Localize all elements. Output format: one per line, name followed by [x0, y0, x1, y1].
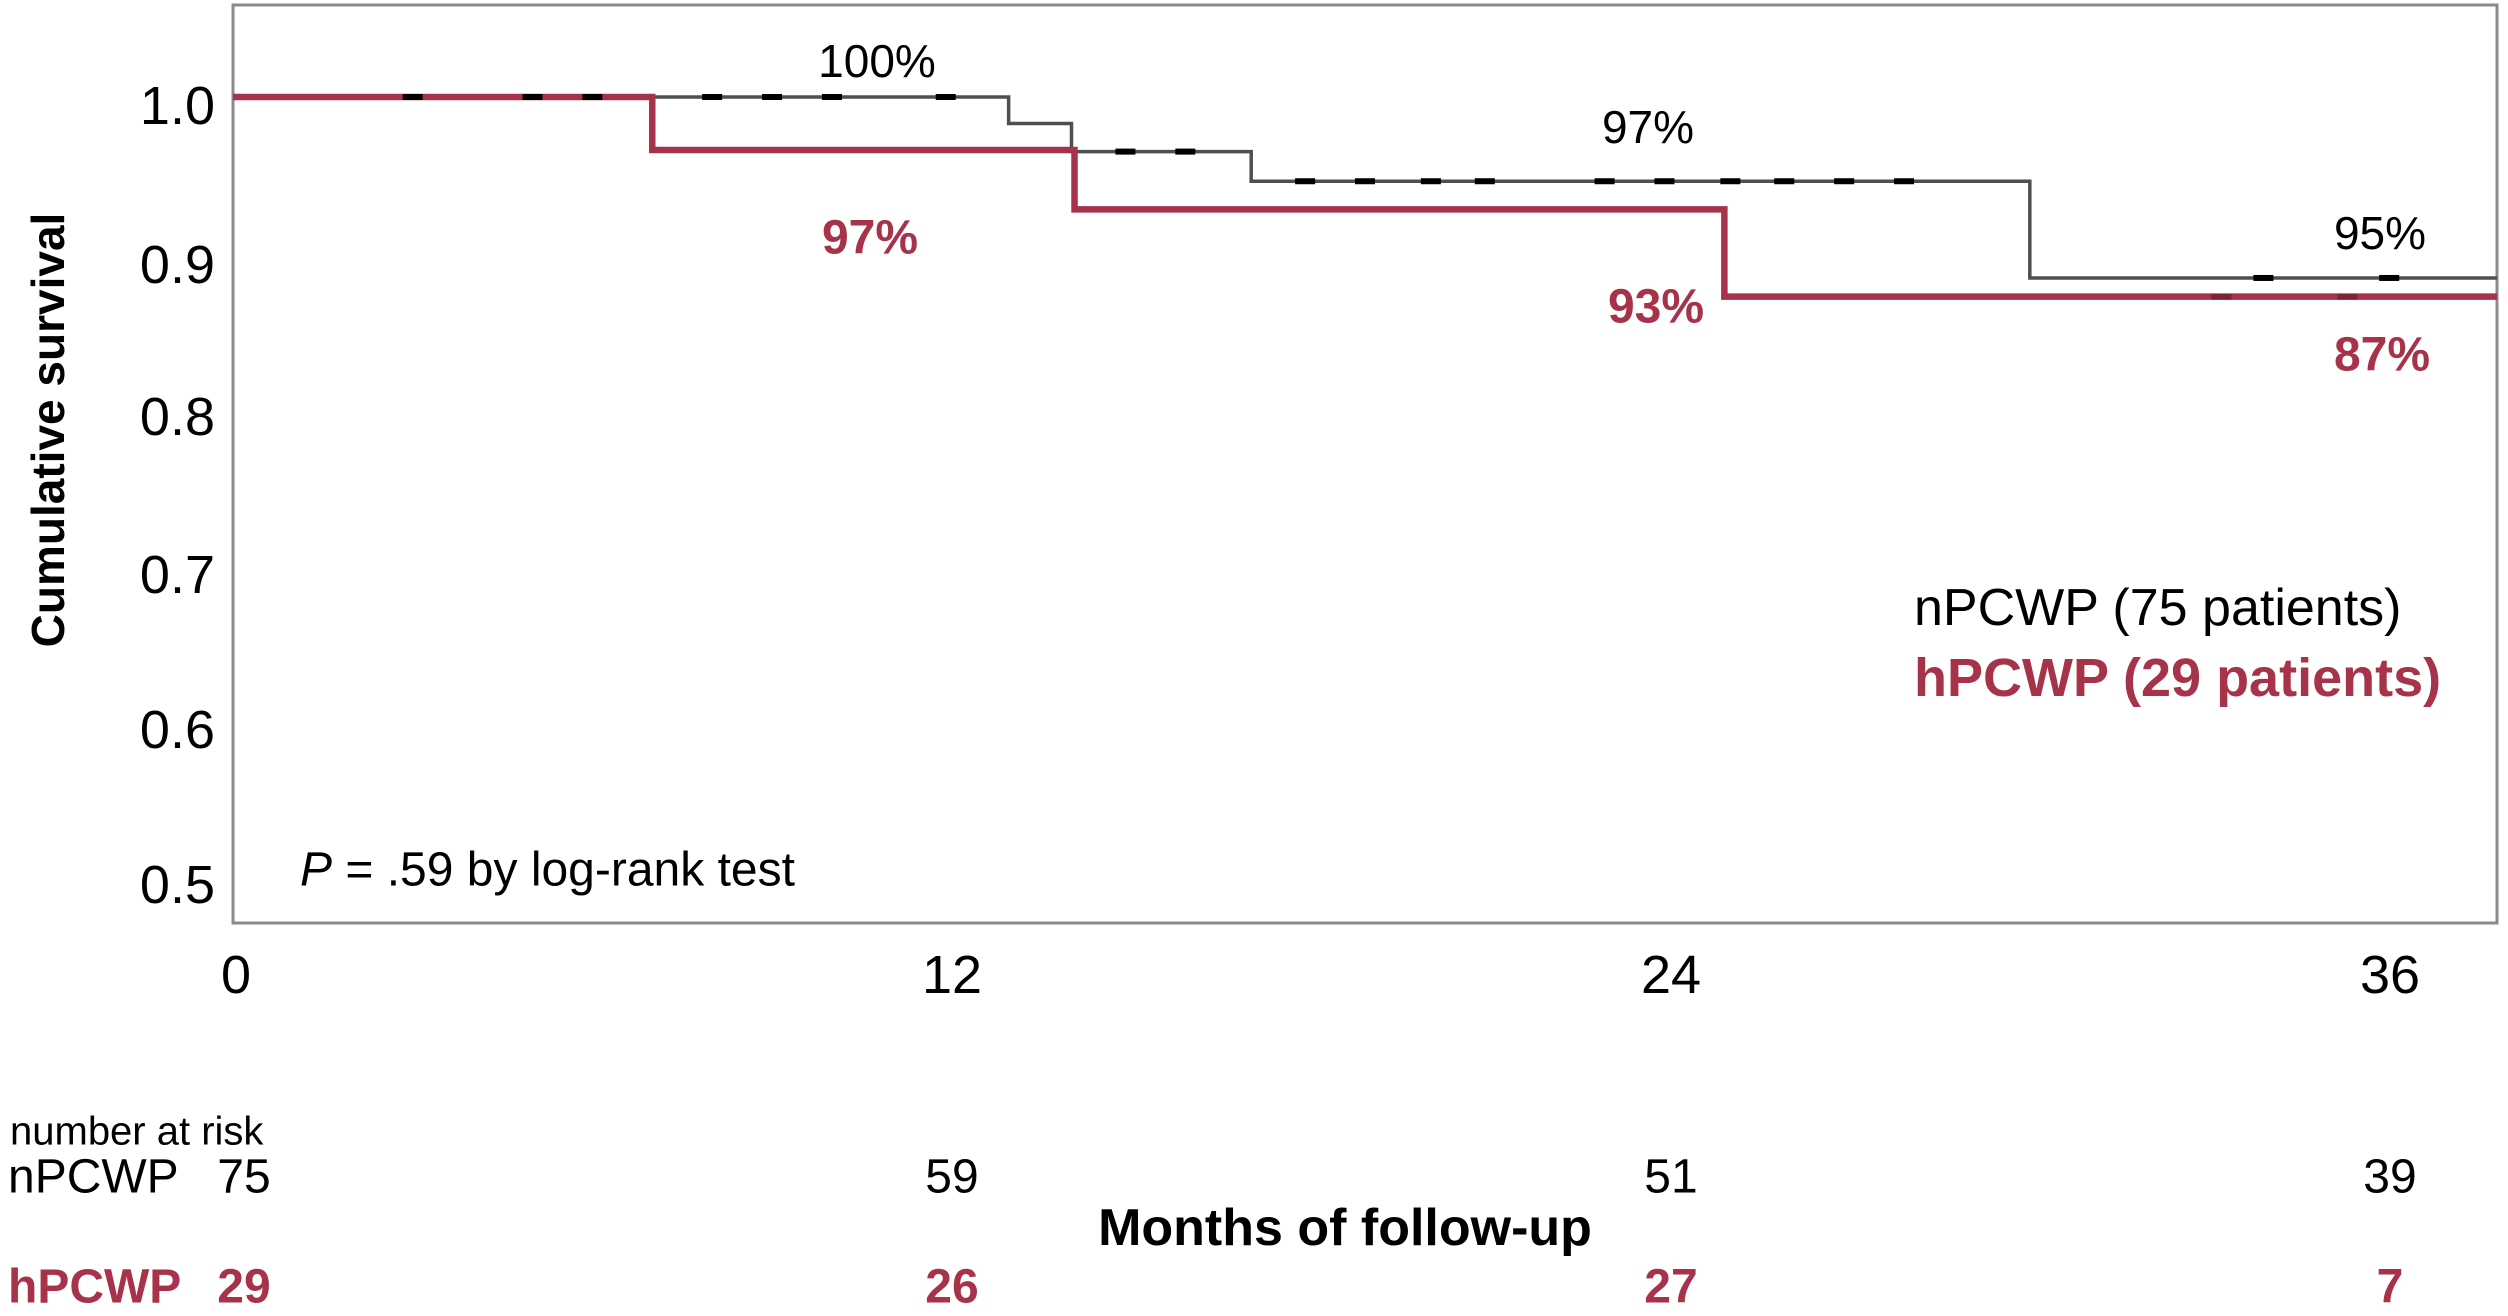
x-tick-36: 36 — [2359, 945, 2421, 1005]
y-tick-0.9: 0.9 — [139, 235, 215, 295]
p-symbol: P — [300, 843, 333, 897]
x-axis-title: Months of follow-up — [1098, 1199, 1592, 1257]
risk-count-npcwp-0: 75 — [217, 1150, 271, 1204]
legend-item-npcwp: nPCWP (75 patients) — [1914, 579, 2402, 637]
risk-count-hpcwp-0: 29 — [217, 1260, 271, 1314]
x-tick-0: 0 — [220, 945, 252, 1005]
y-tick-0.7: 0.7 — [139, 545, 215, 605]
censor-mark — [1175, 148, 1196, 155]
censor-mark — [1420, 178, 1441, 185]
censor-mark — [2211, 293, 2232, 300]
plot-frame — [231, 3, 2499, 925]
censor-mark — [1834, 178, 1855, 185]
censor-mark — [821, 94, 842, 100]
survival-curve-npcwp — [233, 95, 2497, 280]
censor-mark — [2337, 293, 2358, 300]
censor-mark — [1720, 178, 1741, 185]
annotation-hpcwp-12mo: 97% — [821, 211, 919, 265]
risk-count-npcwp-36: 39 — [2363, 1150, 2417, 1204]
p-value-text: = .59 by log-rank test — [332, 843, 795, 897]
log-rank-p-value: P = .59 by log-rank test — [300, 843, 795, 898]
censor-mark — [935, 94, 956, 100]
censor-mark — [2379, 274, 2400, 281]
risk-count-hpcwp-24: 27 — [1644, 1260, 1698, 1314]
censor-mark — [762, 94, 783, 100]
censor-mark — [582, 94, 603, 100]
censor-mark — [1295, 178, 1316, 185]
censor-mark — [402, 94, 423, 100]
annotation-hpcwp-24mo: 93% — [1607, 280, 1705, 334]
legend-item-hpcwp: hPCWP (29 patients) — [1914, 648, 2442, 708]
risk-count-hpcwp-36: 7 — [2376, 1260, 2404, 1314]
censor-mark — [1774, 178, 1795, 185]
y-tick-0.5: 0.5 — [139, 855, 215, 915]
censor-mark — [1474, 178, 1495, 185]
risk-count-hpcwp-12: 26 — [925, 1260, 979, 1314]
censor-mark — [2253, 274, 2274, 281]
y-tick-1.0: 1.0 — [139, 76, 215, 136]
x-tick-12: 12 — [921, 945, 983, 1005]
censor-mark — [1654, 178, 1675, 185]
x-tick-24: 24 — [1640, 945, 1702, 1005]
risk-count-npcwp-12: 59 — [925, 1150, 979, 1204]
censor-mark — [1115, 148, 1136, 155]
risk-count-npcwp-24: 51 — [1644, 1150, 1698, 1204]
y-tick-0.8: 0.8 — [139, 387, 215, 447]
y-axis-title: Cumulative survival — [22, 212, 74, 648]
risk-row-label-hpcwp: hPCWP — [8, 1260, 182, 1314]
risk-table-caption: number at risk — [10, 1109, 264, 1154]
risk-row-label-npcwp: nPCWP — [8, 1150, 179, 1204]
censor-mark — [1594, 178, 1615, 185]
censor-mark — [522, 94, 543, 100]
censor-mark — [1894, 178, 1915, 185]
survival-curve-hpcwp — [233, 93, 2497, 300]
annotation-npcwp-24mo: 97% — [1601, 101, 1695, 153]
y-tick-0.6: 0.6 — [139, 700, 215, 760]
annotation-npcwp-12mo: 100% — [818, 35, 936, 87]
censor-mark — [1355, 178, 1375, 185]
annotation-hpcwp-36mo: 87% — [2333, 328, 2431, 382]
annotation-npcwp-36mo: 95% — [2333, 207, 2427, 259]
censor-mark — [702, 94, 723, 100]
